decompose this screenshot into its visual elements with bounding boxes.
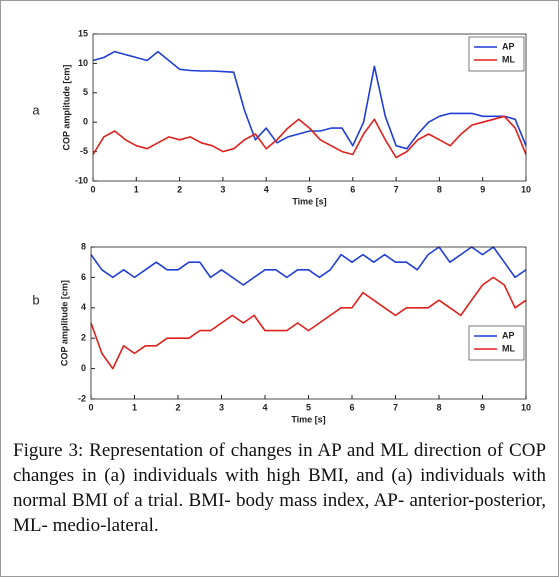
x-tick-label: 3: [220, 184, 225, 194]
x-tick-label: 1: [132, 402, 137, 412]
data-line: [92, 50, 527, 150]
legend-box: [468, 36, 525, 72]
x-tick-label: 7: [393, 402, 398, 412]
y-tick-label: -5: [80, 146, 88, 156]
x-tick-label: 5: [307, 184, 312, 194]
x-tick-label: 5: [306, 402, 311, 412]
legend-label: ML: [502, 343, 515, 353]
x-tick-label: 2: [177, 184, 182, 194]
y-tick-label: -2: [78, 393, 86, 403]
y-tick-label: 5: [83, 87, 88, 97]
y-tick-label: 15: [78, 28, 88, 38]
x-tick-label: 0: [88, 402, 93, 412]
x-tick-label: 3: [219, 402, 224, 412]
data-line: [92, 115, 527, 159]
y-tick-label: 0: [81, 363, 86, 373]
data-line: [90, 276, 527, 370]
legend-box: [468, 325, 525, 361]
x-axis-label: Time [s]: [292, 196, 326, 206]
y-tick-label: 10: [78, 58, 88, 68]
legend-label: AP: [502, 330, 515, 340]
x-tick-label: 1: [134, 184, 139, 194]
x-tick-label: 10: [521, 184, 531, 194]
x-tick-label: 0: [90, 184, 95, 194]
x-tick-label: 7: [394, 184, 399, 194]
plot-frame: [92, 33, 527, 182]
x-tick-label: 8: [436, 402, 441, 412]
data-line: [90, 246, 527, 286]
x-tick-label: 4: [262, 402, 267, 412]
caption-text: Representation of changes in AP and ML d…: [13, 440, 547, 536]
x-tick-label: 10: [521, 402, 531, 412]
legend-label: ML: [502, 54, 515, 64]
y-axis-label: COP amplitude [cm]: [59, 280, 69, 366]
x-tick-label: 4: [264, 184, 269, 194]
y-tick-label: 2: [81, 333, 86, 343]
caption-label: Figure 3:: [13, 440, 84, 461]
x-tick-label: 2: [175, 402, 180, 412]
x-axis-label: Time [s]: [291, 414, 325, 424]
y-tick-label: 0: [83, 117, 88, 127]
y-tick-label: -10: [75, 175, 88, 185]
panel-label: b: [32, 292, 39, 307]
y-tick-label: 4: [81, 302, 86, 312]
x-tick-label: 6: [350, 184, 355, 194]
plot-frame: [90, 246, 527, 400]
y-tick-label: 8: [81, 241, 86, 251]
panel-label: a: [32, 102, 40, 117]
legend-label: AP: [502, 41, 515, 51]
x-tick-label: 8: [437, 184, 442, 194]
y-tick-label: 6: [81, 272, 86, 282]
x-tick-label: 9: [480, 184, 485, 194]
caption: Figure 3: Representation of changes in A…: [13, 438, 546, 538]
x-tick-label: 6: [349, 402, 354, 412]
y-axis-label: COP amplitude [cm]: [61, 65, 71, 151]
x-tick-label: 9: [480, 402, 485, 412]
